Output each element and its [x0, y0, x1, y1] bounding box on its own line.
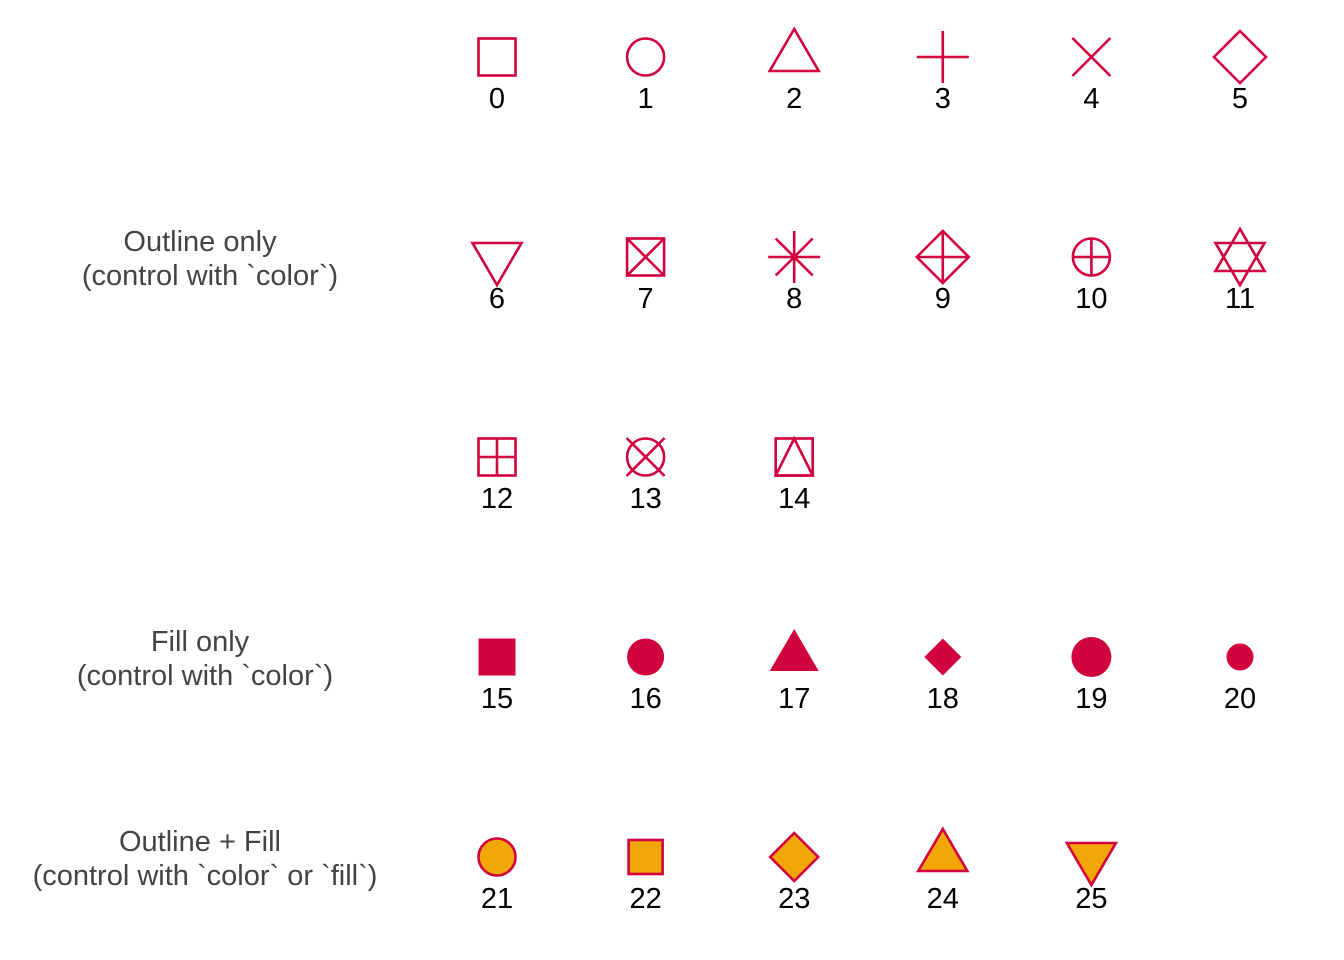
shape-14-mark	[773, 435, 815, 477]
shape-11-label: 11	[1225, 283, 1255, 315]
shape-16-label: 16	[629, 683, 661, 715]
shape-2-mark	[767, 26, 821, 73]
shape-21-label: 21	[481, 883, 513, 915]
shape-24-mark	[916, 826, 970, 873]
shape-9-label: 9	[935, 283, 951, 315]
group-label-fill-line-2: (control with `color`)	[77, 660, 333, 692]
group-label-outline-fill-line-2: (control with `color` or `fill`)	[33, 860, 378, 892]
shape-21-mark	[477, 837, 517, 877]
shape-25-mark	[1064, 841, 1119, 888]
shape-19-label: 19	[1075, 683, 1107, 715]
group-label-outline-fill-line-1: Outline + Fill	[119, 826, 281, 858]
group-label-fill-line-1: Fill only	[151, 626, 250, 658]
shape-11-mark	[1213, 226, 1267, 288]
shape-22-label: 22	[629, 883, 661, 915]
shape-14-label: 14	[778, 483, 810, 515]
shape-13-label: 13	[629, 483, 661, 515]
shape-10-label: 10	[1075, 283, 1107, 315]
shape-19-mark	[1071, 637, 1112, 677]
shape-1-label: 1	[638, 83, 654, 115]
shape-22-mark	[627, 838, 664, 876]
shape-12-label: 12	[481, 483, 513, 515]
shape-20-mark	[1226, 643, 1254, 671]
shape-4-label: 4	[1083, 83, 1099, 115]
group-label-outline-line-1: Outline only	[123, 226, 277, 258]
shape-18-label: 18	[927, 683, 959, 715]
shape-1-mark	[625, 37, 666, 77]
shape-0-label: 0	[489, 83, 505, 115]
shape-23-mark	[768, 831, 821, 883]
shape-17-mark	[769, 629, 819, 671]
shape-20-label: 20	[1224, 683, 1256, 715]
group-label-outline-line-2: (control with `color`)	[82, 260, 338, 292]
shape-12-mark	[477, 437, 517, 477]
shape-9-mark	[914, 229, 971, 285]
shape-23-label: 23	[778, 883, 810, 915]
shape-7-label: 7	[638, 283, 654, 315]
shape-3-label: 3	[935, 83, 951, 115]
shape-6-mark	[470, 241, 524, 288]
shape-2-label: 2	[786, 83, 802, 115]
shape-24-label: 24	[927, 883, 959, 915]
shape-17-label: 17	[778, 683, 810, 715]
shape-8-mark	[768, 231, 821, 283]
shape-3-mark	[916, 31, 969, 83]
shape-10-mark	[1071, 237, 1112, 277]
shape-18-mark	[924, 638, 962, 676]
shape-8-label: 8	[786, 283, 802, 315]
shape-6-label: 6	[489, 283, 505, 315]
shape-5-mark	[1212, 29, 1268, 85]
shape-4-mark	[1071, 37, 1112, 77]
group-labels: Outline only (control with `color`) Fill…	[33, 226, 378, 892]
shape-13-mark	[625, 437, 666, 477]
shape-7-mark	[625, 237, 666, 277]
shape-5-label: 5	[1232, 83, 1248, 115]
shape-15-label: 15	[481, 683, 513, 715]
shape-15-mark	[478, 638, 516, 676]
shape-0-mark	[477, 37, 517, 77]
shape-25-label: 25	[1075, 883, 1107, 915]
shape-16-mark	[627, 638, 665, 676]
